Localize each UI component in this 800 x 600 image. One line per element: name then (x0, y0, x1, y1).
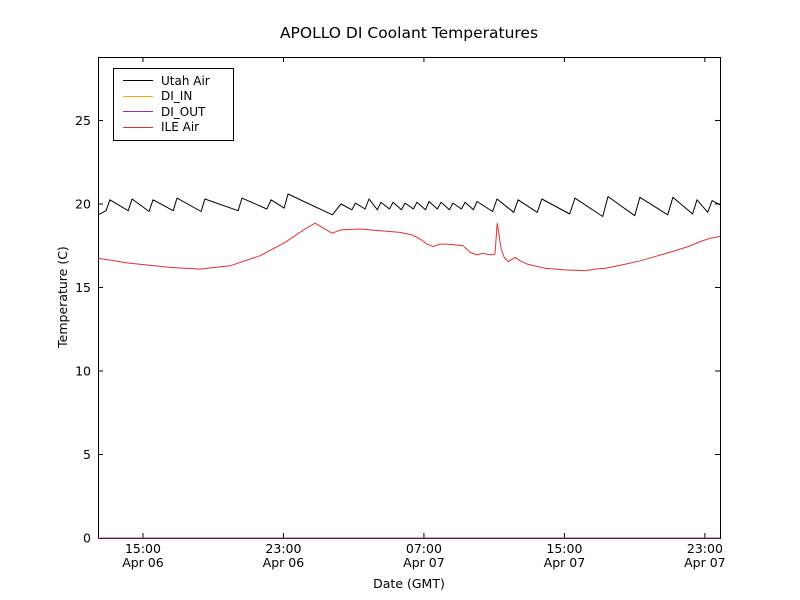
y-tick-label: 10 (75, 363, 91, 378)
legend-line-di-in (123, 95, 153, 97)
legend-row: Utah Air (114, 73, 233, 89)
legend-label-ile-air: ILE Air (161, 120, 200, 135)
x-tick-label-time: 23:00 (265, 541, 301, 556)
y-tick-label: 0 (83, 531, 91, 546)
y-tick-label: 25 (75, 113, 91, 128)
legend-label-utah-air: Utah Air (161, 73, 210, 88)
y-tick-label: 20 (75, 196, 91, 211)
y-tick-label: 15 (75, 280, 91, 295)
legend-line-ile-air (123, 126, 153, 128)
legend-line-di-out (123, 111, 153, 113)
legend-label-di-in: DI_IN (161, 89, 193, 104)
series-line-ile-air (97, 222, 721, 272)
chart-title: APOLLO DI Coolant Temperatures (279, 24, 539, 42)
x-tick-label-date: Apr 06 (263, 555, 305, 570)
legend-row: DI_IN (114, 89, 233, 105)
x-tick-label-date: Apr 06 (122, 555, 164, 570)
x-tick-label-date: Apr 07 (544, 555, 586, 570)
x-tick-label-date: Apr 07 (403, 555, 445, 570)
legend-label-di-out: DI_OUT (161, 104, 206, 119)
y-axis-label: Temperature (C) (55, 246, 70, 348)
legend: Utah Air DI_IN DI_OUT ILE Air (113, 68, 234, 141)
legend-row: ILE Air (114, 120, 233, 136)
series-line-utah-air (97, 193, 721, 217)
x-tick-label-time: 15:00 (125, 541, 161, 556)
x-tick-label-time: 07:00 (406, 541, 442, 556)
legend-row: DI_OUT (114, 104, 233, 120)
legend-line-utah-air (123, 80, 153, 82)
x-tick-label-time: 23:00 (687, 541, 723, 556)
y-tick-label: 5 (83, 447, 91, 462)
x-tick-label-date: Apr 07 (684, 555, 726, 570)
x-axis-label: Date (GMT) (373, 576, 445, 591)
x-tick-label-time: 15:00 (546, 541, 582, 556)
